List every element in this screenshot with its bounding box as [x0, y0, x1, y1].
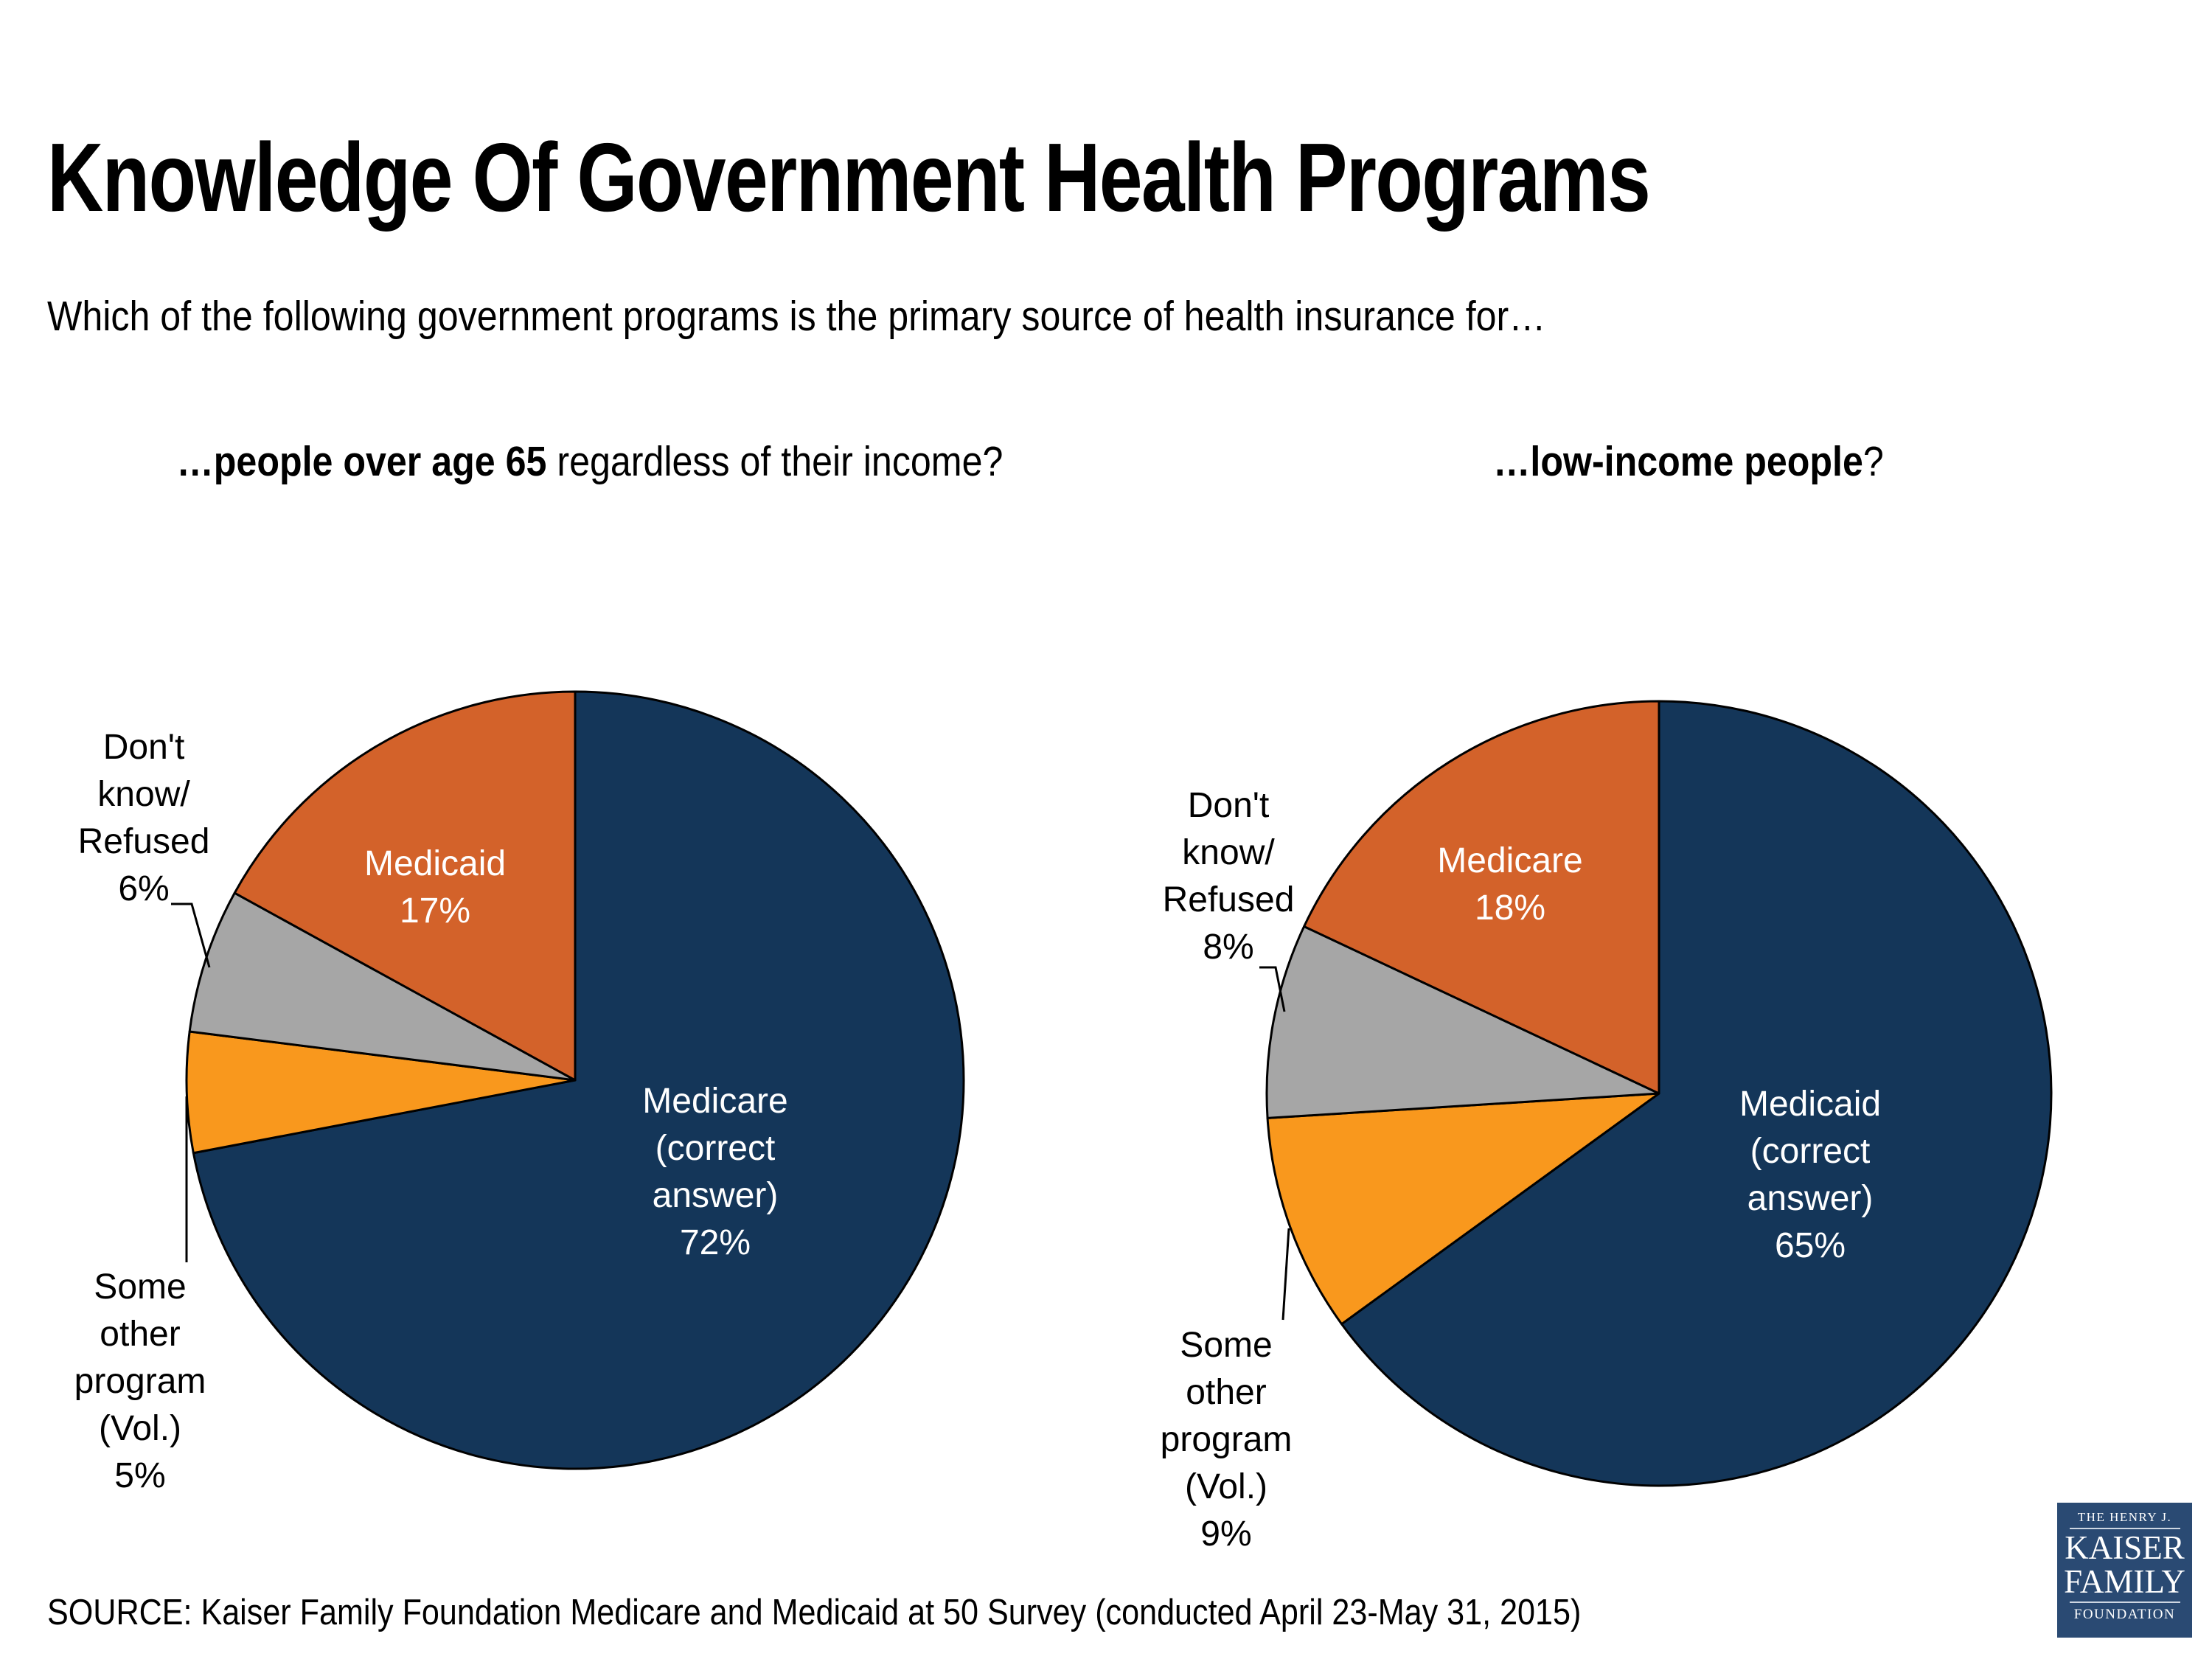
panel-header-right-rest: ?	[1863, 438, 1884, 485]
slice-label-right-dontknow: Don't know/Refused 8%	[1162, 786, 1295, 967]
pie-slice	[192, 690, 965, 1470]
leader-line-right-dontknow	[1259, 966, 1286, 1012]
panel-header-right: …low-income people?	[1493, 437, 1884, 487]
panel-header-right-bold: …low-income people	[1493, 438, 1863, 485]
pie-slice	[185, 1030, 577, 1155]
slice-label-left-medicare-correct: Medicare (correct answer) 72%	[642, 1082, 788, 1262]
kff-logo-rule-bottom	[2069, 1601, 2180, 1603]
slice-label-left-dontknow: Don't know/Refused 6%	[77, 728, 210, 908]
slice-label-left-medicaid: Medicaid 17%	[364, 844, 507, 931]
pie-slice	[188, 891, 577, 1082]
page-title: Knowledge Of Government Health Programs	[47, 123, 1651, 232]
leader-line-right-someother	[1281, 1228, 1290, 1321]
pie-left	[185, 690, 965, 1470]
kff-logo-kaiser: KAISER	[2065, 1529, 2185, 1566]
pie-slice	[1340, 700, 2053, 1487]
pie-slice	[1303, 700, 1660, 1095]
panel-header-left: …people over age 65 regardless of their …	[177, 437, 1004, 487]
pie-right	[1265, 700, 2053, 1487]
slice-label-right-medicaid-correct: Medicaid (correct answer) 65%	[1739, 1085, 1882, 1265]
leader-line-left-dontknow	[171, 902, 211, 968]
source-text: SOURCE: Kaiser Family Foundation Medicar…	[47, 1593, 1582, 1632]
kff-logo-foundation: FOUNDATION	[2073, 1607, 2176, 1622]
kff-logo: THE HENRY J. KAISER FAMILY FOUNDATION	[2057, 1503, 2192, 1638]
pie-slice	[1266, 1092, 1660, 1326]
slice-label-right-someother: Some other program (Vol.) 9%	[1160, 1326, 1293, 1554]
panel-header-left-bold: …people over age 65	[176, 438, 547, 485]
kff-logo-rule-top	[2069, 1528, 2180, 1529]
question-text: Which of the following government progra…	[47, 293, 1546, 340]
pie-slice	[233, 690, 577, 1082]
kff-logo-henry: THE HENRY J.	[2077, 1510, 2172, 1524]
kff-logo-family: FAMILY	[2064, 1563, 2185, 1600]
pie-slice	[1265, 925, 1660, 1119]
panel-header-left-rest: regardless of their income?	[546, 438, 1004, 485]
slice-label-right-medicare: Medicare 18%	[1437, 841, 1583, 928]
slice-label-left-someother: Some other program (Vol.) 5%	[74, 1267, 206, 1495]
